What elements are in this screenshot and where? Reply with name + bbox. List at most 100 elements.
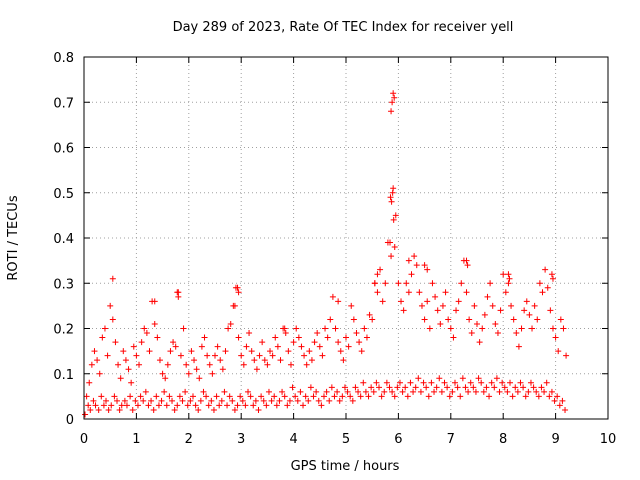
data-point [444,384,451,391]
data-point [192,402,199,409]
data-point [111,393,118,400]
data-point [316,343,323,350]
data-point [129,406,136,413]
data-point [412,384,419,391]
data-point [533,388,540,395]
data-point [391,393,398,400]
data-point [145,402,152,409]
data-point [196,375,203,382]
data-point [439,302,446,309]
data-point [465,388,472,395]
x-tick-label: 1 [132,432,140,447]
data-point [301,352,308,359]
data-point [509,393,516,400]
data-point [103,397,110,404]
data-point [408,271,415,278]
data-point [107,302,114,309]
y-tick-label: 0 [66,413,74,428]
data-point [335,298,342,305]
data-point [289,384,296,391]
data-point [335,339,342,346]
data-point [146,348,153,355]
data-point [167,348,174,355]
data-point [324,334,331,341]
data-point [193,366,200,373]
data-point [90,397,97,404]
data-point [455,298,462,305]
data-point [381,388,388,395]
data-point [300,402,307,409]
data-point [388,253,395,260]
data-point [297,388,304,395]
data-point [523,298,530,305]
data-point [184,402,191,409]
data-point [234,402,241,409]
data-point [436,375,443,382]
data-point [159,370,166,377]
data-point [151,320,158,327]
data-point [361,325,368,332]
data-point [132,397,139,404]
data-point [522,393,529,400]
data-point [423,384,430,391]
data-point [261,357,268,364]
data-point [201,334,208,341]
data-point [360,379,367,386]
data-point [371,280,378,287]
data-point [256,352,263,359]
data-point [166,393,173,400]
data-point [340,357,347,364]
data-point [391,94,398,101]
data-point [554,393,561,400]
data-point [224,402,231,409]
data-point [505,271,512,278]
data-point [189,393,196,400]
data-point [225,325,232,332]
data-point [398,298,405,305]
data-point [188,348,195,355]
data-point [112,339,119,346]
data-point [268,397,275,404]
data-point [259,339,266,346]
data-point [298,343,305,350]
data-point [246,330,253,337]
data-point [390,185,397,192]
data-point [205,402,212,409]
data-point [336,397,343,404]
data-point [137,393,144,400]
y-tick-label: 0.4 [53,232,74,247]
data-point [478,379,485,386]
data-point [125,366,132,373]
data-point [531,302,538,309]
data-point [127,393,134,400]
data-point [420,379,427,386]
data-point [327,316,334,323]
data-point [441,379,448,386]
data-point [507,379,514,386]
data-point [368,384,375,391]
data-point [369,316,376,323]
data-point [535,393,542,400]
data-point [341,384,348,391]
grid-lines [84,57,608,419]
data-point [494,330,501,337]
data-point [214,343,221,350]
data-point [206,361,213,368]
data-point [491,384,498,391]
axis-ticks: 0 1 2 3 4 5 6 7 8 9 10 0 0.1 0.2 0.3 0.4 0.5 0.6 0.7 0.8 [53,51,616,447]
data-point [109,275,116,282]
data-point [269,352,276,359]
data-point [221,388,228,395]
data-point [305,397,312,404]
y-tick-label: 0.3 [53,277,74,292]
data-point [357,393,364,400]
data-point [382,280,389,287]
data-point [104,352,111,359]
data-point [526,311,533,318]
data-point [142,388,149,395]
data-point [91,348,98,355]
data-point [217,357,224,364]
y-tick-label: 0.5 [53,187,74,202]
data-point [505,280,512,287]
data-point [306,348,313,355]
